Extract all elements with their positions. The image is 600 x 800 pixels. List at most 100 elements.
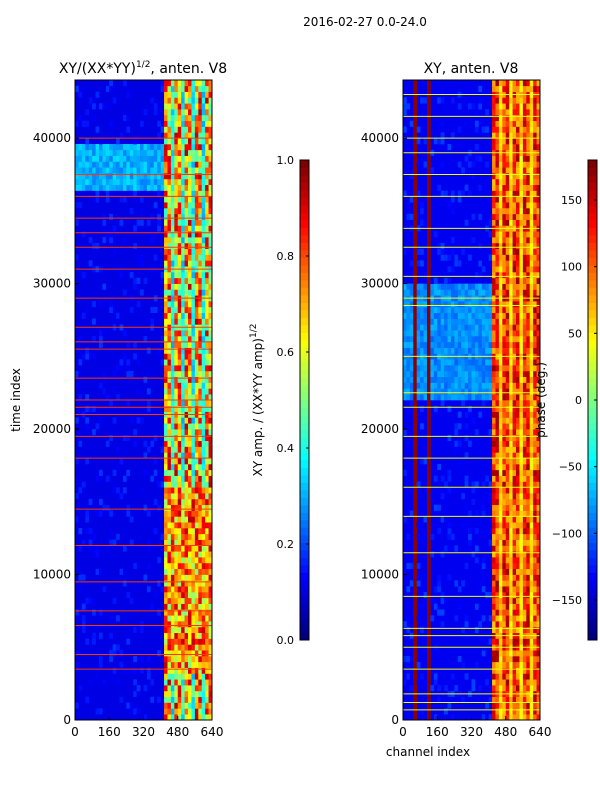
amplitude-heatmap-cell: [201, 190, 206, 197]
amplitude-heatmap-cell: [205, 638, 209, 645]
phase-heatmap-cell: [423, 161, 428, 168]
amplitude-heatmap-cell: [140, 417, 144, 424]
phase-heatmap-cell: [522, 167, 527, 174]
phase-heatmap-cell: [505, 661, 510, 668]
phase-heatmap-cell: [444, 370, 448, 378]
phase-heatmap-cell: [457, 656, 462, 663]
amplitude-heatmap-cell: [191, 254, 196, 261]
amplitude-heatmap-cell: [177, 434, 182, 442]
phase-heatmap-cell: [495, 429, 500, 436]
phase-heatmap-cell: [495, 580, 500, 587]
phase-heatmap-cell: [457, 301, 462, 308]
phase-heatmap-cell: [495, 539, 500, 546]
phase-heatmap-cell: [498, 370, 503, 378]
amplitude-heatmap-cell: [78, 184, 83, 191]
amplitude-heatmap-cell: [191, 632, 196, 639]
amplitude-heatmap-cell: [181, 493, 185, 500]
amplitude-heatmap-cell: [191, 685, 196, 692]
amplitude-heatmap-cell: [167, 650, 172, 657]
phase-colorbar-segment: [588, 205, 597, 213]
amplitude-heatmap-cell: [143, 178, 148, 186]
amplitude-heatmap-cell: [205, 708, 209, 715]
amplitude-heatmap-cell: [188, 161, 192, 168]
amplitude-heatmap-cell: [188, 394, 192, 401]
phase-heatmap-cell: [447, 266, 452, 273]
phase-heatmap-cell: [526, 190, 531, 197]
amplitude-heatmap-cell: [109, 615, 113, 622]
phase-heatmap-cell: [529, 376, 534, 383]
phase-heatmap-cell: [505, 475, 510, 482]
amplitude-heatmap-cell: [194, 318, 199, 325]
phase-heatmap-cell: [416, 161, 421, 168]
phase-heatmap-cell: [522, 458, 527, 465]
amplitude-heatmap-cell: [177, 219, 182, 226]
phase-heatmap-cell: [468, 336, 472, 343]
amplitude-heatmap-cell: [205, 306, 209, 314]
amplitude-heatmap-cell: [181, 475, 185, 482]
amplitude-heatmap-cell: [98, 632, 103, 639]
amplitude-heatmap-cell: [177, 539, 182, 546]
amplitude-heatmap-cell: [153, 167, 158, 174]
amplitude-heatmap-cell: [194, 237, 199, 244]
amplitude-heatmap-cell: [177, 458, 182, 465]
phase-heatmap-cell: [426, 661, 431, 668]
phase-heatmap-cell: [509, 312, 513, 319]
amplitude-heatmap-cell: [167, 103, 172, 110]
amplitude-heatmap-cell: [201, 574, 206, 581]
phase-heatmap-cell: [492, 202, 496, 209]
phase-heatmap-cell: [509, 673, 513, 680]
phase-heatmap-cell: [502, 184, 507, 191]
amplitude-heatmap-cell: [184, 237, 189, 244]
amplitude-heatmap-cell: [188, 562, 192, 570]
phase-heatmap-cell: [488, 376, 493, 383]
amplitude-heatmap-cell: [198, 661, 203, 668]
phase-heatmap-cell: [413, 97, 417, 104]
amplitude-heatmap-cell: [181, 667, 185, 674]
amplitude-heatmap-cell: [174, 260, 179, 267]
phase-heatmap-cell: [420, 202, 424, 209]
phase-heatmap-cell: [426, 714, 431, 721]
amplitude-heatmap-cell: [208, 353, 213, 360]
amplitude-heatmap-cell: [146, 667, 151, 674]
phase-heatmap-cell: [457, 347, 462, 354]
phase-heatmap-cell: [529, 626, 534, 634]
amplitude-heatmap-cell: [75, 615, 79, 622]
phase-heatmap-cell: [426, 539, 431, 546]
amplitude-heatmap-cell: [122, 184, 127, 191]
phase-heatmap-cell: [413, 696, 417, 703]
amplitude-heatmap-cell: [95, 196, 100, 203]
phase-heatmap-cell: [426, 161, 431, 168]
phase-heatmap-cell: [461, 283, 465, 290]
amplitude-heatmap-cell: [181, 260, 185, 267]
phase-colorbar-segment: [588, 190, 597, 198]
amplitude-heatmap-cell: [188, 690, 192, 698]
amplitude-heatmap-cell: [194, 615, 199, 622]
amplitude-heatmap-cell: [208, 685, 213, 692]
phase-heatmap-cell: [481, 388, 486, 395]
phase-heatmap-cell: [426, 318, 431, 325]
phase-heatmap-cell: [522, 85, 527, 92]
phase-heatmap-cell: [498, 626, 503, 634]
phase-heatmap-cell: [461, 347, 465, 354]
phase-colorbar-segment: [588, 512, 597, 521]
phase-heatmap-cell: [526, 208, 531, 215]
phase-heatmap-cell: [516, 336, 520, 343]
phase-heatmap-cell: [505, 557, 510, 564]
amplitude-heatmap-cell: [88, 597, 93, 604]
phase-heatmap-cell: [409, 394, 414, 401]
phase-heatmap-cell: [522, 609, 527, 616]
phase-heatmap-cell: [529, 562, 534, 570]
phase-heatmap-cell: [444, 324, 448, 331]
phase-heatmap-cell: [440, 312, 445, 319]
amplitude-heatmap-cell: [133, 225, 137, 232]
amplitude-heatmap-cell: [157, 213, 161, 220]
phase-heatmap-cell: [481, 80, 486, 87]
phase-heatmap-cell: [512, 638, 517, 645]
amplitude-heatmap-cell: [194, 126, 199, 133]
amplitude-heatmap-cell: [177, 330, 182, 337]
phase-heatmap-cell: [526, 219, 531, 226]
phase-heatmap-cell: [409, 370, 414, 378]
phase-heatmap-cell: [437, 696, 441, 703]
amplitude-heatmap-cell: [188, 301, 192, 308]
amplitude-heatmap-cell: [194, 522, 199, 529]
